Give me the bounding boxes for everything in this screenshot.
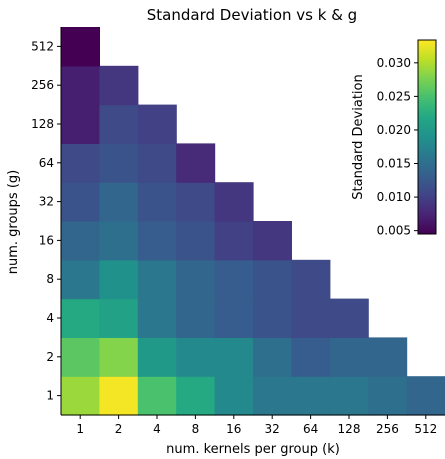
heatmap-cell (99, 65, 139, 106)
heatmap-cell (176, 337, 216, 377)
heatmap-cell (368, 337, 408, 377)
heatmap-cell (291, 376, 331, 416)
heatmap-cell (176, 259, 216, 300)
heatmap-cell (99, 298, 139, 338)
x-tick-label: 2 (115, 422, 123, 436)
y-tick-label: 8 (46, 272, 54, 286)
heatmap-cell (291, 337, 331, 377)
colorbar-tick-label: 0.015 (377, 157, 411, 171)
y-tick-label: 32 (39, 195, 54, 209)
heatmap-cell (99, 182, 139, 222)
y-tick-label: 4 (46, 311, 54, 325)
heatmap-cell (406, 376, 445, 416)
heatmap-cell (137, 104, 177, 144)
colorbar-tick-label: 0.025 (377, 89, 411, 103)
heatmap-cell (137, 376, 177, 416)
heatmap-cell (176, 182, 216, 222)
y-tick-label: 2 (46, 350, 54, 364)
heatmap-cell (329, 298, 369, 338)
colorbar: 0.005 0.010 0.015 0.020 0.025 0.030 Standard … (351, 39, 437, 238)
heatmap-cell (99, 259, 139, 300)
y-tick-label: 128 (31, 117, 54, 131)
heatmap-cell (253, 221, 292, 261)
heatmap-cell (99, 376, 139, 416)
heatmap-cell (99, 337, 139, 377)
y-tick-label: 16 (39, 233, 54, 247)
x-tick-label: 32 (265, 422, 280, 436)
heatmap-cell (137, 337, 177, 377)
x-tick-label: 1 (76, 422, 84, 436)
x-tick-label: 4 (153, 422, 161, 436)
heatmap-cell (329, 376, 369, 416)
heatmap-cell (61, 337, 100, 377)
y-axis-label: num. groups (g) (6, 170, 21, 274)
y-tick-label: 64 (39, 156, 54, 170)
heatmap-cells (61, 27, 445, 416)
x-tick-label: 512 (414, 422, 437, 436)
heatmap-cell (253, 376, 292, 416)
heatmap-cell (368, 376, 408, 416)
heatmap-cell (61, 376, 100, 416)
heatmap-cell (291, 259, 331, 300)
heatmap-cell (99, 221, 139, 261)
y-tick-label: 1 (46, 389, 54, 403)
heatmap-cell (176, 376, 216, 416)
heatmap-cell (176, 143, 216, 183)
heatmap-cell (214, 337, 254, 377)
x-tick-label: 128 (338, 422, 361, 436)
heatmap-cell (99, 104, 139, 144)
heatmap-cell (61, 182, 100, 222)
colorbar-tick-label: 0.020 (377, 123, 411, 137)
heatmap-cell (61, 143, 100, 183)
heatmap-cell (137, 298, 177, 338)
heatmap-cell (214, 376, 254, 416)
chart-title: Standard Deviation vs k & g (147, 6, 357, 24)
heatmap-cell (137, 143, 177, 183)
x-axis-label: num. kernels per group (k) (166, 442, 340, 457)
colorbar-gradient (417, 39, 437, 235)
x-tick-label: 8 (192, 422, 200, 436)
heatmap-cell (176, 221, 216, 261)
x-tick-label: 64 (303, 422, 318, 436)
colorbar-tick-label: 0.010 (377, 190, 411, 204)
x-tick-label: 256 (376, 422, 399, 436)
heatmap-cell (214, 182, 254, 222)
y-tick-label: 512 (31, 39, 54, 53)
heatmap-cell (214, 298, 254, 338)
y-tick-label: 256 (31, 78, 54, 92)
colorbar-tick-label: 0.005 (377, 224, 411, 238)
colorbar-tick-label: 0.030 (377, 56, 411, 70)
heatmap-cell (61, 104, 100, 144)
axes: 1 2 4 8 16 32 64 128 256 512 1 2 4 8 16 32 64 128 256 512 (31, 27, 445, 436)
heatmap-cell (253, 298, 292, 338)
colorbar-label: Standard Deviation (351, 74, 366, 199)
heatmap-cell (253, 259, 292, 300)
colorbar-ticks: 0.005 0.010 0.015 0.020 0.025 0.030 (377, 56, 418, 238)
heatmap-cell (99, 143, 139, 183)
heatmap-cell (214, 221, 254, 261)
x-tick-label: 16 (226, 422, 241, 436)
heatmap-cell (329, 337, 369, 377)
heatmap-cell (61, 221, 100, 261)
heatmap-cell (176, 298, 216, 338)
heatmap-cell (253, 337, 292, 377)
heatmap-cell (61, 65, 100, 106)
heatmap-cell (61, 27, 100, 67)
heatmap-cell (137, 221, 177, 261)
heatmap-cell (137, 182, 177, 222)
heatmap-cell (137, 259, 177, 300)
heatmap-cell (291, 298, 331, 338)
heatmap-cell (61, 259, 100, 300)
heatmap-cell (214, 259, 254, 300)
heatmap-cell (61, 298, 100, 338)
